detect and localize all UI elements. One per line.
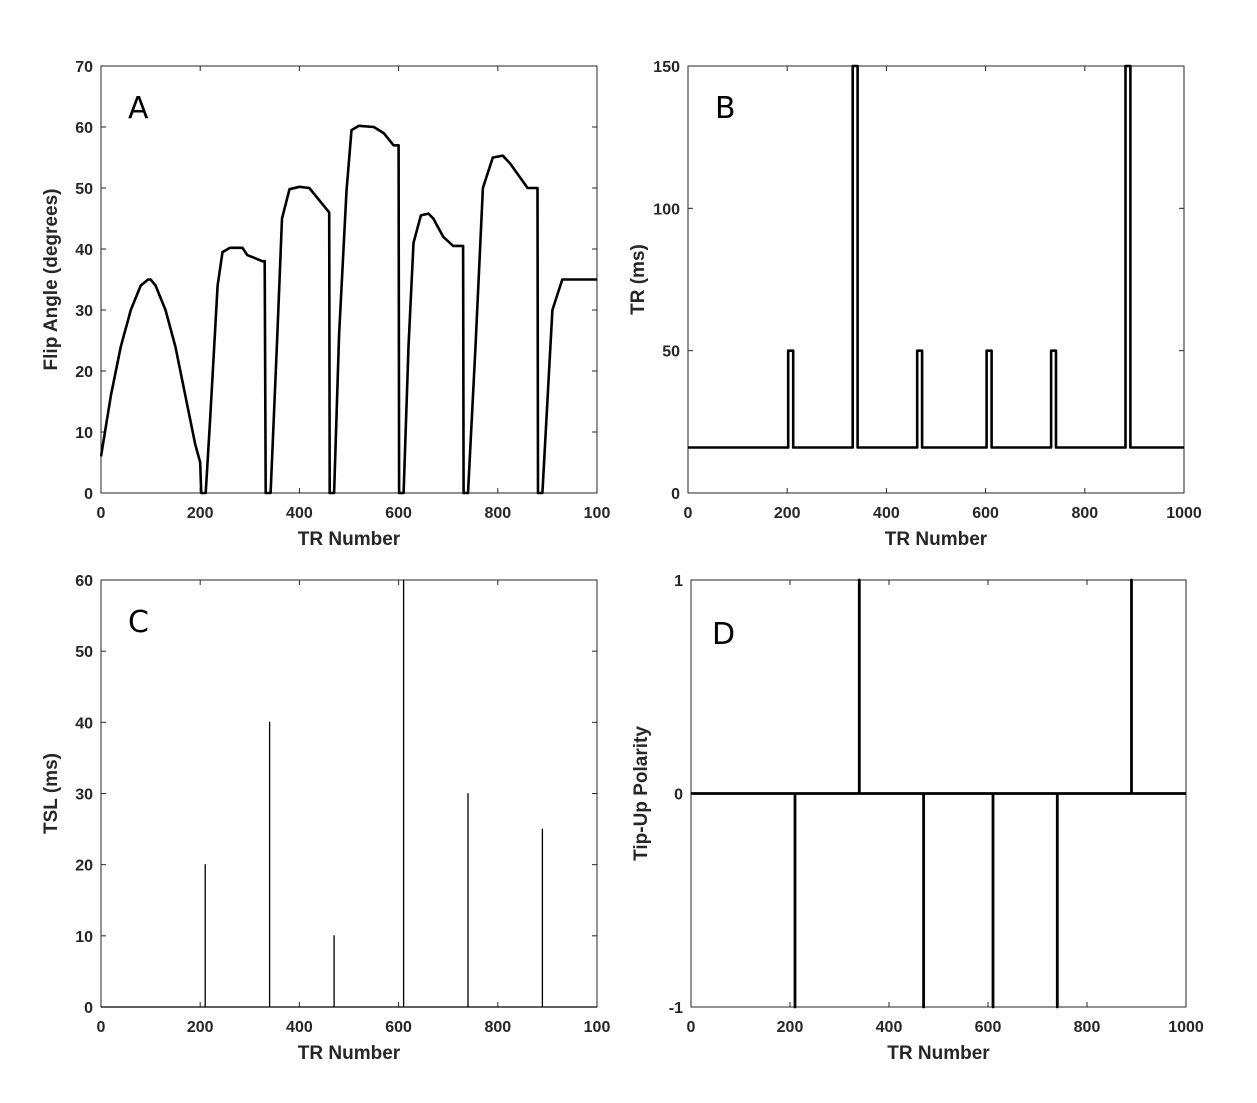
y-tick-label: 30	[75, 303, 93, 320]
y-tick-label: 30	[75, 787, 93, 804]
data-series-line	[101, 579, 597, 1008]
plot-area-frame	[687, 65, 1185, 494]
x-tick-label: 600	[385, 1019, 412, 1036]
y-axis-label: TSL (ms)	[41, 753, 62, 834]
data-series-line	[688, 64, 1184, 449]
x-axis-label: TR Number	[298, 529, 401, 550]
y-tick-label: 1	[674, 573, 683, 590]
x-tick-label: 1000	[1168, 1019, 1204, 1036]
x-tick-label: 800	[484, 1019, 511, 1036]
y-tick-label: 60	[75, 573, 93, 590]
x-tick-label: 0	[684, 505, 693, 522]
x-tick-label: 400	[286, 505, 313, 522]
y-axis-label: Flip Angle (degrees)	[41, 189, 62, 371]
x-tick-label: 400	[286, 1019, 313, 1036]
y-tick-label: 50	[75, 181, 93, 198]
x-tick-label: 200	[774, 505, 801, 522]
x-tick-label: 800	[1071, 505, 1098, 522]
y-tick-label: 100	[653, 201, 680, 218]
x-tick-label: 600	[385, 505, 412, 522]
x-tick-label: 800	[484, 505, 511, 522]
y-tick-label: 0	[84, 486, 93, 503]
x-tick-label: 800	[1074, 1019, 1101, 1036]
x-axis-label: TR Number	[887, 1043, 990, 1064]
y-tick-label: 150	[653, 59, 680, 76]
x-tick-label: 600	[972, 505, 999, 522]
x-axis-label: TR Number	[885, 529, 988, 550]
x-tick-label: 0	[97, 505, 106, 522]
x-tick-label: 0	[97, 1019, 106, 1036]
x-tick-label: 200	[187, 1019, 214, 1036]
y-tick-label: 0	[671, 486, 680, 503]
x-tick-label: 200	[777, 1019, 804, 1036]
y-tick-label: 60	[75, 120, 93, 137]
x-tick-label: 200	[187, 505, 214, 522]
y-tick-label: 50	[662, 344, 680, 361]
chart-panel-b: 0 200 400 600 800 1000 0 50 100 150 TR Number TR (m…	[628, 59, 1202, 550]
y-tick-label: 40	[75, 715, 93, 732]
y-tick-label: 10	[75, 929, 93, 946]
y-tick-label: 70	[75, 59, 93, 76]
y-tick-label: 0	[674, 787, 683, 804]
x-tick-label: 400	[873, 505, 900, 522]
panel-label: D	[712, 617, 735, 652]
x-tick-label: 100	[584, 505, 611, 522]
x-tick-label: 600	[975, 1019, 1002, 1036]
y-axis-label: Tip-Up Polarity	[631, 726, 652, 861]
y-axis-label: TR (ms)	[628, 244, 649, 315]
y-tick-label: 10	[75, 425, 93, 442]
x-axis-label: TR Number	[298, 1043, 401, 1064]
data-series-line	[100, 124, 597, 495]
y-tick-label: 20	[75, 364, 93, 381]
y-tick-label: -1	[669, 1000, 683, 1017]
panel-label: C	[128, 605, 149, 640]
x-tick-label: 1000	[1166, 505, 1202, 522]
plot-area-frame	[100, 579, 598, 1008]
y-tick-label: 0	[84, 1000, 93, 1017]
panel-label: A	[128, 91, 149, 126]
data-series-line	[691, 578, 1186, 1009]
x-tick-label: 100	[584, 1019, 611, 1036]
y-tick-label: 50	[75, 644, 93, 661]
x-tick-label: 0	[687, 1019, 696, 1036]
y-tick-label: 20	[75, 858, 93, 875]
y-tick-label: 40	[75, 242, 93, 259]
x-tick-label: 400	[876, 1019, 903, 1036]
plot-area-frame	[100, 65, 598, 494]
panel-label: B	[715, 91, 736, 126]
